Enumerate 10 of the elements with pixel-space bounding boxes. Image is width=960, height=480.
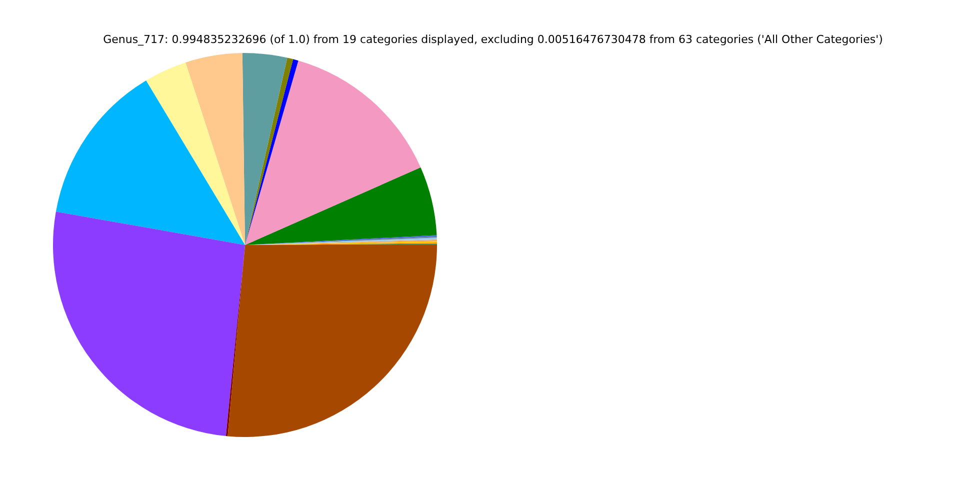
pie-slice	[245, 60, 421, 245]
pie-slice	[56, 80, 245, 245]
pie-slice	[146, 62, 245, 245]
pie-slice	[226, 245, 245, 436]
pie-slice	[53, 212, 245, 436]
pie-slice	[228, 245, 437, 437]
pie-slice	[185, 53, 245, 245]
text: Genus_717: 0.994835232696 (of 1.0) from 19 categories displayed, excluding 0.00516476730478 from 63 categories ('All Other Categories')	[103, 33, 883, 46]
pie-slice	[242, 53, 288, 245]
pie-slice	[245, 167, 437, 245]
